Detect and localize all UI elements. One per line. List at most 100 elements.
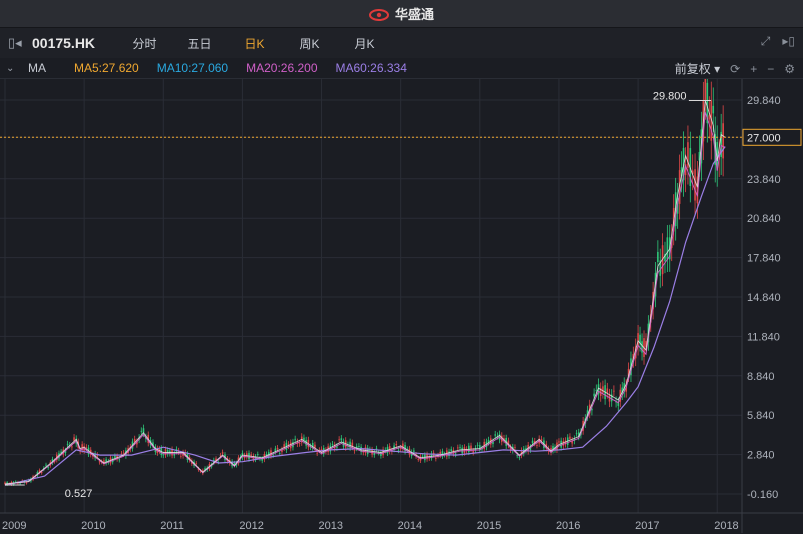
candle-body <box>457 447 459 449</box>
candle-body <box>716 142 719 170</box>
candle-body <box>53 460 56 462</box>
candle-body <box>606 388 609 394</box>
tab-daily-k[interactable]: 日K <box>244 36 265 51</box>
app-title: 华盛通 <box>394 7 434 22</box>
candle-body <box>351 442 354 448</box>
ma5-value: MA5:27.620 <box>74 61 139 75</box>
candle-body <box>4 482 6 485</box>
app-logo: 华盛通 <box>368 4 434 23</box>
candle-body <box>518 457 521 459</box>
candle-body <box>388 446 391 452</box>
candle-body <box>360 446 362 452</box>
candle-body <box>514 447 516 449</box>
candle-body <box>274 448 277 452</box>
candle-body <box>704 79 707 101</box>
candle-body <box>664 253 666 261</box>
candle-body <box>430 453 433 459</box>
candle-body <box>246 453 248 458</box>
chevron-down-icon[interactable]: ⌄ <box>6 62 15 74</box>
candle-body <box>158 448 161 452</box>
chart-toolbar: ▯◂ 00175.HK 分时 五日 日K 周K 月K ⤢ ▸▯ <box>0 28 803 58</box>
candle-body <box>336 446 338 448</box>
tab-five-day[interactable]: 五日 <box>187 36 212 51</box>
adjust-dropdown[interactable]: 前复权 ▾ <box>674 62 721 76</box>
candle-body <box>133 438 136 442</box>
collapse-panel-icon[interactable]: ▯◂ <box>8 35 22 50</box>
y-tick-label: 5.840 <box>747 410 775 422</box>
candle-body <box>347 444 349 446</box>
tab-intraday[interactable]: 分时 <box>132 36 157 51</box>
candle-body <box>569 436 571 439</box>
indicator-name[interactable]: MA <box>28 61 46 75</box>
candle-body <box>120 453 123 455</box>
candle-body <box>173 453 176 456</box>
candle-body <box>19 483 21 485</box>
candle-body <box>481 448 483 450</box>
candle-body <box>454 453 457 455</box>
candle-body <box>687 142 689 168</box>
candle-body <box>492 441 494 444</box>
candle-body <box>639 334 641 344</box>
candle-body <box>375 448 378 450</box>
candle-body <box>625 385 628 392</box>
candle-body <box>281 449 283 453</box>
x-tick-label: 2010 <box>81 520 105 532</box>
fullscreen-icon[interactable]: ⤢ <box>760 34 771 48</box>
logo-icon <box>368 7 389 21</box>
candle-body <box>720 131 722 157</box>
candle-body <box>595 390 598 391</box>
candle-body <box>613 390 615 392</box>
refresh-icon[interactable]: ⟳ <box>730 61 741 76</box>
title-bar: 华盛通 <box>0 0 803 28</box>
candle-body <box>294 438 296 440</box>
expand-panel-icon[interactable]: ▸▯ <box>782 34 795 48</box>
candle-body <box>355 446 358 449</box>
candle-body <box>435 458 437 459</box>
candle-body <box>60 451 62 453</box>
candle-body <box>373 452 376 455</box>
candle-body <box>98 461 101 463</box>
zoom-out-icon[interactable]: − <box>767 61 775 76</box>
y-tick-label: 17.840 <box>747 253 781 265</box>
candle-body <box>476 445 479 447</box>
candle-body <box>621 387 624 395</box>
candle-body <box>358 446 360 447</box>
candle-body <box>399 447 402 450</box>
candle-body <box>591 408 593 411</box>
candle-body <box>114 455 116 458</box>
candle-body <box>64 450 67 454</box>
zoom-in-icon[interactable]: + <box>750 61 758 76</box>
kline-chart[interactable]: 29.840 27.000 23.840 20.840 17.840 14.840 11.8… <box>0 79 803 534</box>
x-tick-label: 2015 <box>477 520 501 532</box>
candle-body <box>380 452 382 456</box>
y-tick-label: 29.840 <box>747 95 781 107</box>
candle-body <box>395 443 398 446</box>
tab-monthly-k[interactable]: 月K <box>354 36 375 51</box>
candle-body <box>437 455 439 457</box>
candle-body <box>331 444 334 445</box>
candle-body <box>311 442 314 448</box>
settings-icon[interactable]: ⚙ <box>784 61 795 76</box>
y-tick-label: 11.840 <box>747 331 780 343</box>
candle-body <box>540 439 543 441</box>
candle-body <box>575 433 578 435</box>
candle-body <box>38 470 41 473</box>
candle-body <box>250 454 252 456</box>
candle-body <box>142 428 145 434</box>
candle-body <box>73 437 75 441</box>
candle-body <box>329 445 332 452</box>
last-price-label: 27.000 <box>747 132 781 144</box>
candle-body <box>105 459 107 464</box>
ma10-line <box>4 100 726 485</box>
candle-body <box>276 447 279 450</box>
candle-body <box>421 455 424 457</box>
tab-weekly-k[interactable]: 周K <box>299 36 320 51</box>
candle-body <box>450 449 453 451</box>
candle-body <box>645 340 647 348</box>
candle-body <box>340 438 343 441</box>
candle-body <box>219 455 222 457</box>
y-tick-label: -0.160 <box>747 489 778 501</box>
adjust-label: 前复权 <box>674 62 711 76</box>
x-tick-label: 2018 <box>714 520 738 532</box>
candle-body <box>684 164 687 176</box>
